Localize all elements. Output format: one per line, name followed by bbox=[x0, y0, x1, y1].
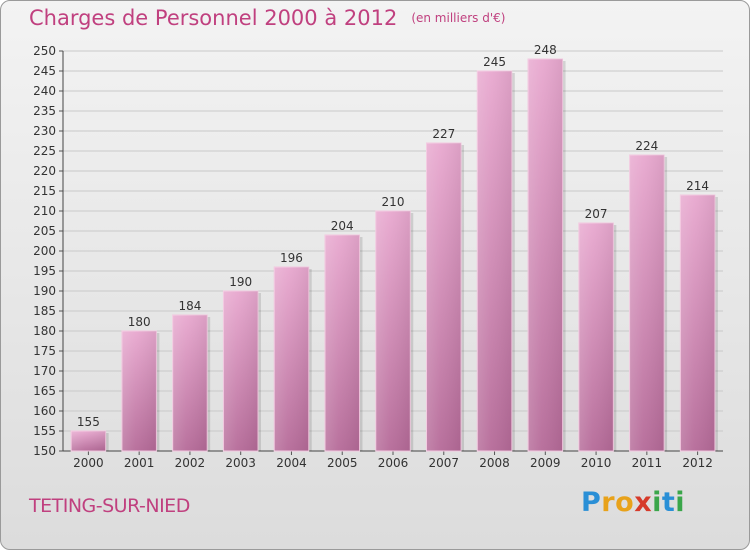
bar-shine bbox=[680, 195, 715, 451]
x-tick-label: 2010 bbox=[581, 456, 612, 470]
bar-value-label: 227 bbox=[432, 127, 455, 141]
bar-shine bbox=[172, 315, 208, 451]
bar-shine bbox=[578, 223, 614, 451]
y-tick-label: 175 bbox=[33, 344, 56, 358]
bar-shine bbox=[223, 291, 258, 451]
bar-shine bbox=[71, 431, 106, 451]
bar-value-label: 214 bbox=[686, 179, 709, 193]
y-tick-label: 195 bbox=[33, 264, 56, 278]
bar-shine bbox=[477, 71, 512, 451]
bar-shine bbox=[324, 235, 360, 451]
bar-shine bbox=[121, 331, 157, 451]
labels: 150 155 160 165 170 175 180 185 190 195 200 205 210 2… bbox=[33, 43, 713, 470]
bar-value-label: 207 bbox=[585, 207, 608, 221]
chart-title: Charges de Personnel 2000 à 2012 (en mill… bbox=[29, 6, 505, 30]
x-tick-label: 2009 bbox=[530, 456, 561, 470]
logo-letter: o bbox=[615, 487, 635, 518]
y-tick-label: 185 bbox=[33, 304, 56, 318]
y-tick-label: 225 bbox=[33, 144, 56, 158]
bar-value-label: 224 bbox=[635, 139, 658, 153]
y-tick-label: 180 bbox=[33, 324, 56, 338]
bars bbox=[70, 58, 718, 452]
y-tick-label: 150 bbox=[33, 444, 56, 458]
x-tick-label: 2012 bbox=[682, 456, 713, 470]
logo-letter: P bbox=[581, 487, 602, 518]
x-tick-label: 2005 bbox=[327, 456, 358, 470]
bar-shine bbox=[426, 143, 462, 451]
y-tick-label: 230 bbox=[33, 124, 56, 138]
chart-subtitle: (en milliers d'€) bbox=[411, 11, 506, 25]
x-tick-label: 2001 bbox=[124, 456, 155, 470]
x-tick-label: 2000 bbox=[73, 456, 104, 470]
x-tick-label: 2008 bbox=[479, 456, 510, 470]
x-tick-label: 2007 bbox=[428, 456, 459, 470]
y-tick-label: 160 bbox=[33, 404, 56, 418]
bar-shine bbox=[528, 59, 563, 451]
bar-value-label: 248 bbox=[534, 43, 557, 57]
y-tick-label: 250 bbox=[33, 44, 56, 58]
y-tick-label: 200 bbox=[33, 244, 56, 258]
y-tick-label: 235 bbox=[33, 104, 56, 118]
y-tick-label: 210 bbox=[33, 204, 56, 218]
logo-letter: i bbox=[675, 487, 686, 518]
bar-value-label: 204 bbox=[331, 219, 354, 233]
y-tick-label: 190 bbox=[33, 284, 56, 298]
logo-letter: r bbox=[601, 487, 616, 518]
bar-shine bbox=[629, 155, 665, 451]
bar-shine bbox=[274, 267, 309, 451]
logo-letter: t bbox=[661, 487, 676, 518]
y-tick-label: 215 bbox=[33, 184, 56, 198]
x-tick-label: 2002 bbox=[175, 456, 206, 470]
bar-value-label: 155 bbox=[77, 415, 100, 429]
bar-shine bbox=[375, 211, 411, 451]
y-tick-label: 220 bbox=[33, 164, 56, 178]
y-tick-label: 155 bbox=[33, 424, 56, 438]
bar-value-label: 184 bbox=[178, 299, 201, 313]
logo-letter: i bbox=[652, 487, 662, 518]
y-tick-label: 170 bbox=[33, 364, 56, 378]
x-tick-label: 2006 bbox=[378, 456, 409, 470]
y-tick-label: 165 bbox=[33, 384, 56, 398]
x-tick-label: 2011 bbox=[632, 456, 663, 470]
bar-value-label: 190 bbox=[229, 275, 252, 289]
bar-value-label: 245 bbox=[483, 55, 506, 69]
y-tick-label: 240 bbox=[33, 84, 56, 98]
proxiti-logo: Proxiti bbox=[581, 487, 685, 518]
bar-value-label: 210 bbox=[382, 195, 405, 209]
y-tick-label: 245 bbox=[33, 64, 56, 78]
y-tick-label: 205 bbox=[33, 224, 56, 238]
logo-letter: x bbox=[634, 487, 653, 518]
x-tick-label: 2004 bbox=[276, 456, 307, 470]
bar-value-label: 196 bbox=[280, 251, 303, 265]
location-name: TETING-SUR-NIED bbox=[29, 495, 190, 517]
chart-title-text: Charges de Personnel 2000 à 2012 bbox=[29, 6, 398, 30]
bar-value-label: 180 bbox=[128, 315, 151, 329]
x-tick-label: 2003 bbox=[225, 456, 256, 470]
